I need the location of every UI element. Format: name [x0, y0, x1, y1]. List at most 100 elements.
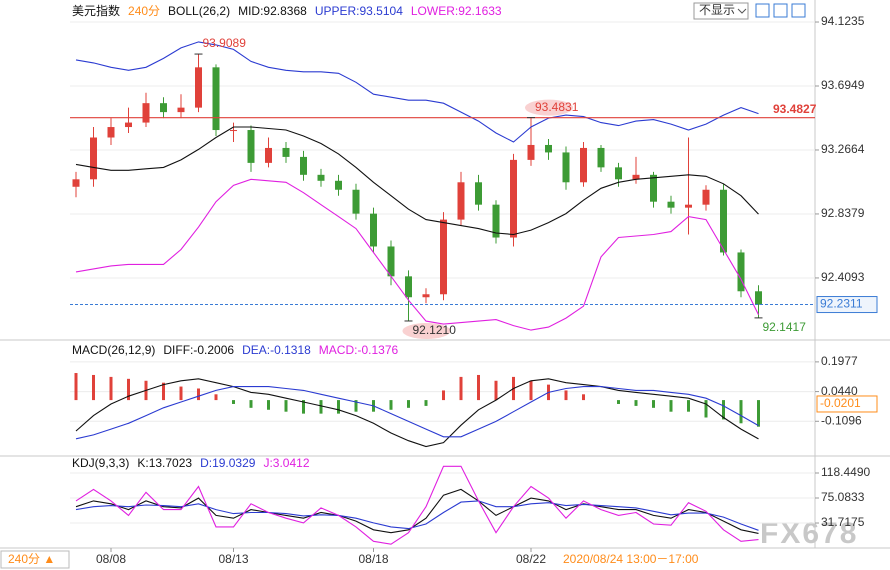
- price-box: [816, 395, 878, 413]
- candle-body: [510, 159, 517, 238]
- chart-title: 美元指数: [72, 3, 120, 18]
- x-tick-label: 08/08: [96, 552, 126, 566]
- y-tick-label: -0.1096: [821, 413, 862, 427]
- candle-body: [160, 103, 167, 113]
- macd-bar: [652, 400, 655, 408]
- macd-bar: [739, 400, 743, 424]
- macd-bar: [617, 400, 620, 404]
- candle-body: [72, 179, 80, 187]
- legend-entry: UPPER:93.5104: [315, 4, 403, 18]
- macd-bar: [687, 400, 690, 412]
- tool-button[interactable]: [791, 3, 806, 18]
- y-tick-label: 94.1235: [821, 14, 865, 28]
- candle-body: [755, 291, 762, 305]
- dropdown[interactable]: [693, 2, 749, 20]
- candle-body: [650, 174, 657, 202]
- y-tick-label: 75.0833: [821, 490, 865, 504]
- macd-bar: [92, 374, 95, 401]
- macd-bar: [354, 400, 358, 412]
- macd-bar: [232, 400, 235, 404]
- x-tick-label: 08/13: [218, 552, 248, 566]
- price-box: [816, 296, 878, 314]
- candle-body: [685, 204, 692, 208]
- session-label: 2020/08/24 13:00－17:00: [563, 552, 699, 566]
- macd-bar: [477, 374, 480, 401]
- tool-button[interactable]: [755, 3, 770, 18]
- legend-entry: K:13.7023: [137, 456, 192, 470]
- candle-body: [370, 213, 377, 247]
- annotation: 93.9089: [203, 36, 247, 50]
- y-tick-label: 93.6949: [821, 78, 865, 92]
- macd-bar: [74, 373, 78, 401]
- candle-body: [177, 107, 185, 113]
- candle-body: [387, 246, 395, 277]
- legend-entry: LOWER:92.1633: [411, 4, 502, 18]
- indicator-line: [75, 378, 759, 448]
- y-tick-label: 31.7175: [821, 515, 865, 529]
- indicator-line: [75, 500, 759, 531]
- macd-bar: [337, 400, 340, 414]
- legend-entry: MID:92.8368: [238, 4, 307, 18]
- x-tick-label: 08/22: [516, 552, 546, 566]
- candle-body: [720, 189, 727, 253]
- candle-body: [282, 147, 290, 157]
- macd-bar: [564, 390, 568, 401]
- macd-bar: [582, 394, 585, 401]
- candle-body: [440, 219, 447, 295]
- legend-entry: DEA:-0.1318: [242, 343, 311, 357]
- indicator-line: [75, 488, 759, 534]
- candle-body: [580, 147, 587, 183]
- macd-bar: [319, 400, 323, 414]
- macd-bar: [109, 376, 113, 401]
- macd-bar: [407, 400, 410, 408]
- annotation: 92.1417: [763, 320, 807, 334]
- macd-bar: [529, 380, 533, 401]
- period-button[interactable]: [0, 550, 70, 569]
- indicator-line: [75, 126, 759, 236]
- candle-body: [230, 130, 237, 132]
- watermark: FX678: [760, 517, 858, 550]
- period-label: 240分: [128, 4, 160, 18]
- period-button-label: 240分 ▲: [8, 552, 55, 566]
- annotation: 92.1210: [413, 323, 457, 337]
- resistance-label: 93.4827: [773, 102, 817, 116]
- annotation-highlight: [525, 99, 573, 116]
- candle-body: [475, 182, 482, 205]
- candle-body: [702, 189, 710, 205]
- legend-entry: D:19.0329: [200, 456, 256, 470]
- candle-body: [632, 174, 640, 180]
- macd-bar: [704, 400, 708, 418]
- candle-body: [352, 189, 360, 214]
- macd-bar: [162, 382, 165, 401]
- legend-entry: MACD:-0.1376: [319, 343, 399, 357]
- price-box-label: 92.2311: [820, 297, 863, 311]
- indicator-label: BOLL(26,2): [168, 4, 230, 18]
- macd-bar: [214, 394, 218, 401]
- legend-entry: J:3.0412: [263, 456, 309, 470]
- toolbar: 不显示: [693, 2, 806, 20]
- candle-body: [300, 156, 307, 175]
- price-box-label: -0.0201: [820, 396, 861, 410]
- tool-button[interactable]: [773, 3, 788, 18]
- annotation: 93.4831: [535, 100, 579, 114]
- candle-body: [195, 67, 202, 108]
- macd-bar: [127, 378, 130, 401]
- macd-bar: [634, 400, 638, 406]
- dropdown-arrow: [737, 8, 747, 14]
- y-tick-label: 92.4093: [821, 270, 865, 284]
- candle-body: [667, 201, 675, 208]
- y-tick-label: 93.2664: [821, 142, 865, 156]
- indicator-line: [75, 41, 759, 143]
- candle-body: [142, 103, 150, 123]
- candle-body: [492, 204, 500, 238]
- candle-body: [737, 252, 745, 292]
- y-tick-label: 0.0440: [821, 384, 858, 398]
- candle-body: [247, 130, 255, 163]
- macd-bar: [302, 400, 305, 414]
- indicator-line: [75, 386, 759, 440]
- macd-bar: [179, 386, 183, 401]
- candle-body: [265, 147, 272, 163]
- candle-body: [545, 144, 552, 153]
- candle-body: [107, 127, 115, 138]
- candle-body: [125, 122, 132, 128]
